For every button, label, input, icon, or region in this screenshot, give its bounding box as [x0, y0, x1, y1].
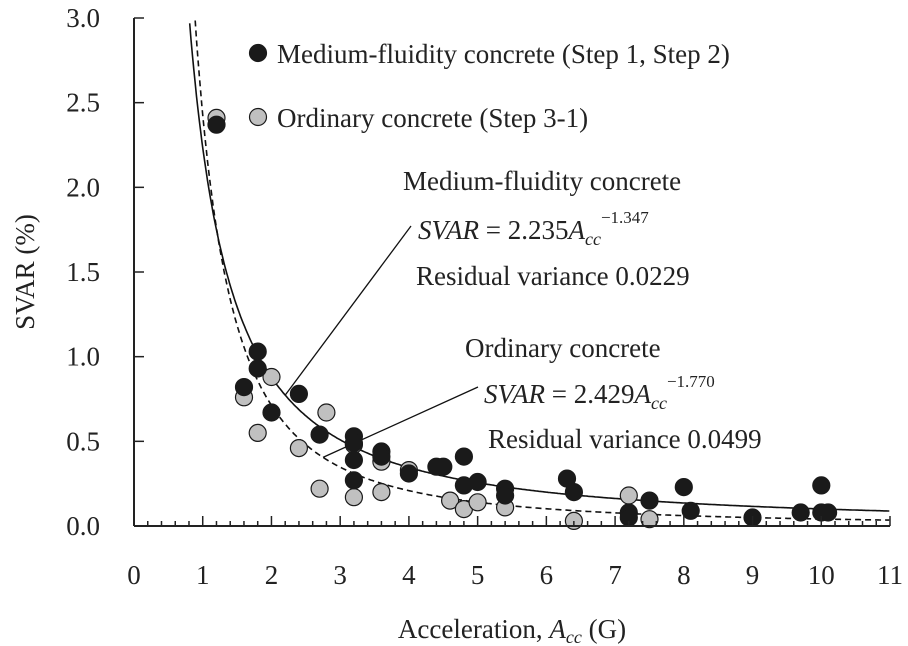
medium-point — [640, 491, 659, 510]
ordinary-point — [248, 423, 267, 442]
x-axis-ticks — [146, 516, 891, 526]
x-tick-label: 8 — [677, 560, 691, 590]
x-tick-label: 11 — [877, 560, 903, 590]
medium-point — [812, 476, 831, 495]
medium-point — [344, 450, 363, 470]
fit-curve-ordinary — [194, 20, 890, 521]
x-tick-labels: 0 1 2 3 4 5 6 7 8 9 10 11 — [127, 560, 903, 590]
annotation-medium-residual: Residual variance 0.0229 — [416, 261, 690, 291]
medium-point — [399, 464, 418, 483]
medium-point — [248, 359, 267, 378]
leader-line-medium — [284, 225, 412, 396]
medium-point — [372, 447, 391, 466]
medium-point — [454, 447, 473, 466]
annotation-ordinary: Ordinary concrete SVAR = 2.429Acc−1.770 … — [465, 333, 762, 454]
y-tick-label: 3.0 — [66, 3, 100, 33]
medium-point — [344, 433, 363, 453]
x-axis-title: Acceleration, Acc (G) — [398, 614, 626, 646]
ordinary-point — [468, 493, 487, 512]
annotation-ordinary-equation: SVAR = 2.429Acc−1.770 — [484, 372, 715, 413]
legend-entry-ordinary: Ordinary concrete (Step 3-1) — [248, 103, 588, 133]
medium-point — [310, 425, 329, 444]
ordinary-point — [262, 367, 281, 387]
y-tick-label: 0.5 — [66, 426, 100, 456]
medium-point — [674, 478, 693, 497]
medium-point — [791, 503, 810, 522]
medium-point — [234, 378, 254, 397]
y-axis-title: SVAR (%) — [10, 214, 40, 330]
annotation-ordinary-residual: Residual variance 0.0499 — [488, 424, 762, 454]
legend-marker-ordinary — [248, 107, 268, 127]
medium-point — [248, 342, 267, 361]
ordinary-point — [317, 403, 336, 422]
y-tick-labels: 0.0 0.5 1.0 1.5 2.0 2.5 3.0 — [66, 3, 100, 541]
y-tick-label: 2.5 — [66, 88, 100, 118]
fit-curve-medium — [188, 23, 890, 512]
x-tick-label: 10 — [808, 560, 835, 590]
data-points — [207, 108, 838, 531]
annotation-medium: Medium-fluidity concrete SVAR = 2.235Acc… — [403, 166, 690, 291]
y-tick-label: 0.0 — [66, 511, 100, 541]
legend-label-medium: Medium-fluidity concrete (Step 1, Step 2… — [277, 39, 730, 69]
medium-point — [496, 486, 515, 505]
x-tick-label: 1 — [196, 560, 210, 590]
ordinary-point — [344, 488, 363, 507]
medium-point — [468, 472, 487, 492]
medium-point — [564, 483, 584, 502]
medium-point — [207, 115, 226, 134]
fit-curves — [188, 20, 890, 521]
ordinary-point — [310, 479, 329, 498]
ordinary-point — [372, 483, 391, 502]
medium-point — [818, 503, 838, 522]
medium-point — [262, 403, 281, 422]
x-tick-label: 9 — [746, 560, 760, 590]
x-tick-label: 5 — [471, 560, 485, 590]
annotation-ordinary-title: Ordinary concrete — [465, 333, 661, 363]
ordinary-point — [441, 491, 460, 510]
annotation-medium-title: Medium-fluidity concrete — [403, 166, 681, 196]
ordinary-point — [619, 486, 638, 505]
x-tick-label: 6 — [540, 560, 554, 590]
legend-entry-medium: Medium-fluidity concrete (Step 1, Step 2… — [248, 39, 730, 69]
medium-point — [681, 501, 700, 520]
y-axis-ticks — [134, 17, 144, 443]
legend-marker-medium — [248, 43, 268, 63]
medium-point — [289, 384, 308, 403]
x-tick-label: 0 — [127, 560, 141, 590]
ordinary-point — [289, 439, 308, 458]
medium-point — [434, 457, 453, 476]
legend-label-ordinary: Ordinary concrete (Step 3-1) — [277, 103, 588, 133]
legend: Medium-fluidity concrete (Step 1, Step 2… — [248, 39, 730, 133]
x-tick-label: 7 — [608, 560, 622, 590]
annotation-medium-equation: SVAR = 2.235Acc−1.347 — [418, 208, 649, 249]
y-tick-label: 2.0 — [66, 172, 100, 202]
y-tick-label: 1.5 — [66, 257, 100, 287]
ordinary-point — [640, 510, 659, 529]
x-tick-label: 2 — [265, 560, 279, 590]
y-tick-label: 1.0 — [66, 342, 100, 372]
x-tick-label: 4 — [402, 560, 416, 590]
medium-point — [344, 471, 363, 490]
x-tick-label: 3 — [333, 560, 347, 590]
